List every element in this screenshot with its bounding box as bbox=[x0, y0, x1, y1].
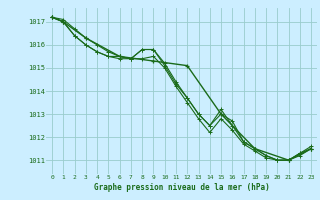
X-axis label: Graphe pression niveau de la mer (hPa): Graphe pression niveau de la mer (hPa) bbox=[94, 183, 269, 192]
